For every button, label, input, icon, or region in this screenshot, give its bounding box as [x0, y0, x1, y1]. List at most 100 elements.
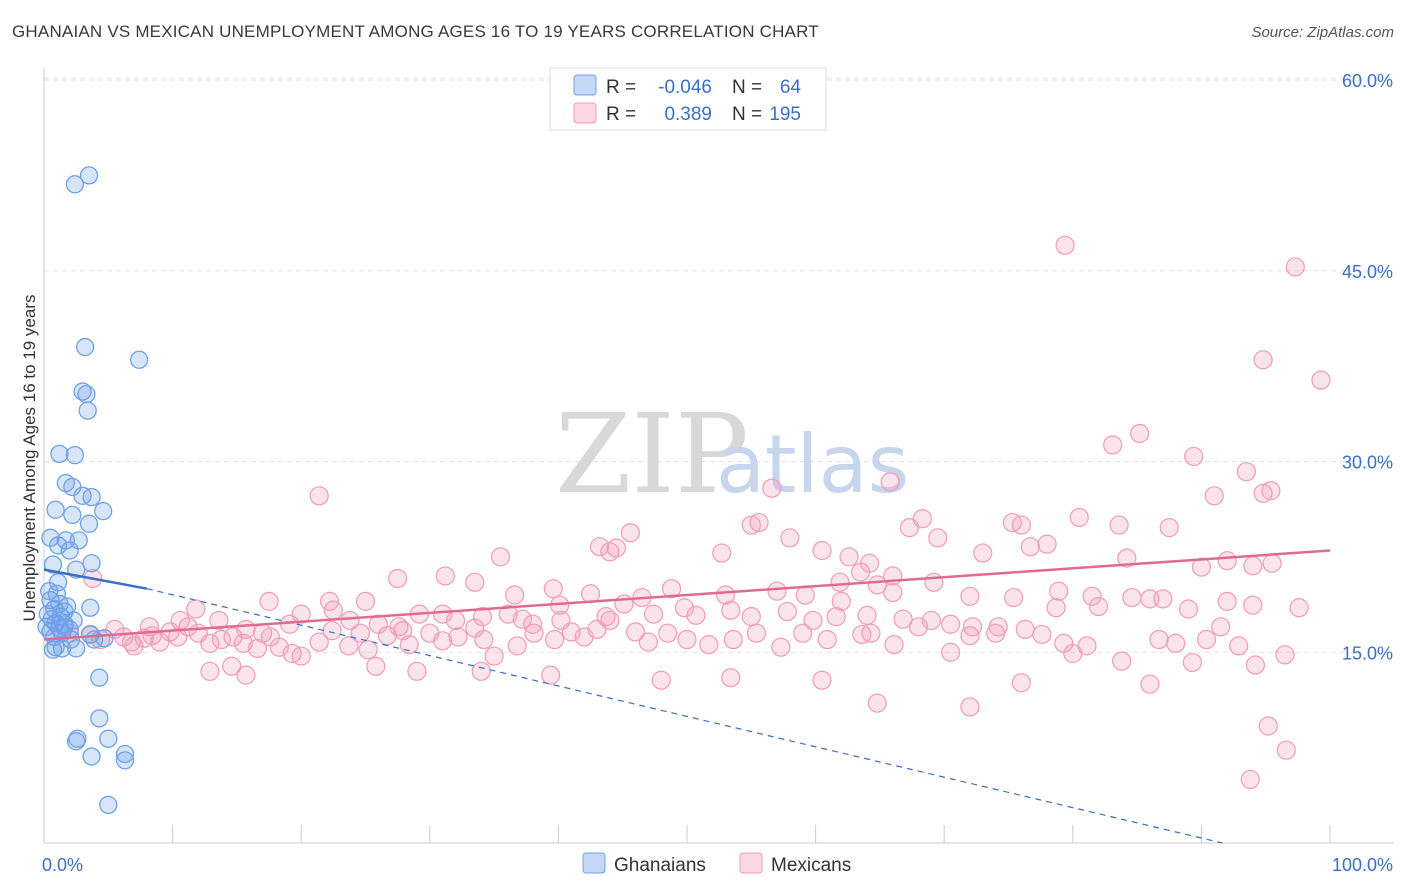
mexican-point: [507, 636, 527, 656]
mexican-point: [941, 642, 961, 662]
ghanaian-point: [46, 638, 65, 657]
mexican-point: [1258, 716, 1278, 736]
bottom-legend-label-ghanaians: Ghanaians: [614, 855, 706, 876]
mexican-point: [222, 656, 242, 676]
watermark-zip: ZIP: [555, 390, 749, 518]
mexican-point: [762, 478, 782, 498]
mexican-point: [780, 528, 800, 548]
ghanaian-point: [99, 795, 118, 814]
mexican-point: [1178, 599, 1199, 619]
ghanaian-point: [50, 444, 69, 464]
mexican-point: [543, 579, 563, 599]
mexican-point: [472, 607, 493, 627]
bottom-legend-label-mexicans: Mexicans: [771, 855, 851, 876]
mexican-point: [620, 523, 641, 543]
y-tick-label: 15.0%: [1342, 643, 1393, 663]
mexican-point: [445, 610, 466, 631]
mexican-point: [471, 661, 491, 681]
mexican-point: [1182, 652, 1202, 673]
mexican-point: [1191, 557, 1212, 577]
y-tick-label: 30.0%: [1342, 453, 1393, 473]
mexican-point: [721, 668, 741, 688]
mexican-point: [211, 629, 232, 650]
mexican-point: [1037, 534, 1057, 554]
ghanaian-point: [82, 554, 101, 573]
mexican-point: [1063, 643, 1083, 664]
mexican-point: [1122, 587, 1142, 608]
ghanaian-point: [67, 639, 86, 658]
mexican-point: [355, 591, 376, 611]
x-tick-label: 0.0%: [42, 855, 83, 875]
legend-n-value-mexicans: 195: [769, 104, 801, 125]
ghanaian-trend-line: [43, 568, 148, 590]
mexican-point: [600, 542, 620, 562]
mexican-point: [857, 605, 877, 625]
watermark-atlas: atlas: [716, 418, 909, 511]
mexican-point: [777, 601, 797, 622]
mexican-point: [831, 591, 851, 611]
legend-n-label-mexicans: N =: [732, 104, 762, 125]
ghanaian-point: [79, 166, 99, 185]
ghanaian-point: [81, 598, 100, 617]
ghanaian-point: [64, 611, 83, 630]
mexican-point: [1011, 515, 1031, 535]
legend-swatch-mexicans: [573, 102, 597, 124]
mexican-point: [712, 543, 732, 563]
ghanaian-point: [79, 514, 99, 533]
mexican-point: [200, 661, 220, 681]
mexican-point: [960, 626, 980, 646]
legend-swatch-ghanaians: [573, 74, 597, 96]
mexican-point: [741, 515, 761, 535]
mexican-point: [721, 600, 741, 620]
mexican-point: [435, 566, 455, 586]
x-tick-label: 100.0%: [1332, 855, 1393, 875]
ghanaian-point: [99, 729, 118, 748]
mexican-point: [1011, 673, 1031, 693]
mexican-point: [893, 609, 913, 629]
mexican-point: [674, 598, 695, 618]
mexican-point: [793, 623, 813, 643]
mexican-point: [150, 632, 170, 652]
series-mexicans: [60, 235, 1331, 790]
mexican-point: [960, 586, 980, 606]
mexican-point: [988, 617, 1008, 637]
mexican-point: [484, 646, 504, 666]
mexican-point: [715, 585, 736, 605]
mexican-point: [236, 665, 256, 685]
mexican-point: [589, 537, 610, 557]
ghanaian-point: [82, 747, 101, 766]
mexican-point: [474, 629, 494, 650]
mexican-point: [1046, 598, 1066, 618]
bottom-legend-swatch-mexicans: [739, 852, 763, 874]
mexican-point: [178, 617, 198, 637]
mexican-point: [1243, 556, 1263, 576]
mexican-point: [741, 607, 761, 627]
mexican-point: [223, 627, 243, 647]
mexican-point: [1082, 586, 1102, 606]
mexican-point: [638, 632, 659, 652]
mexican-point: [1196, 629, 1217, 650]
mexican-point: [1109, 515, 1129, 535]
mexican-point: [366, 656, 386, 676]
mexican-point: [883, 582, 903, 603]
mexican-point: [544, 629, 565, 650]
mexican-point: [505, 585, 525, 605]
mexican-point: [861, 623, 881, 643]
mexican-point: [1166, 633, 1186, 653]
ghanaian-point: [85, 630, 104, 649]
mexican-point: [309, 632, 329, 652]
mexican-point: [465, 572, 485, 592]
ghanaian-point: [77, 384, 96, 404]
mexican-point: [658, 623, 678, 643]
ghanaian-point: [90, 668, 109, 687]
mexican-point: [1240, 769, 1260, 790]
mexican-point: [524, 623, 544, 643]
mexican-point: [1149, 629, 1169, 650]
mexican-point: [1262, 553, 1282, 573]
mexican-point: [247, 638, 268, 659]
top-legend: R = -0.046 N = 64 R = 0.389 N = 195: [549, 67, 827, 131]
mexican-point: [209, 610, 229, 631]
mexican-point: [309, 486, 329, 506]
mexican-point: [1217, 551, 1237, 571]
